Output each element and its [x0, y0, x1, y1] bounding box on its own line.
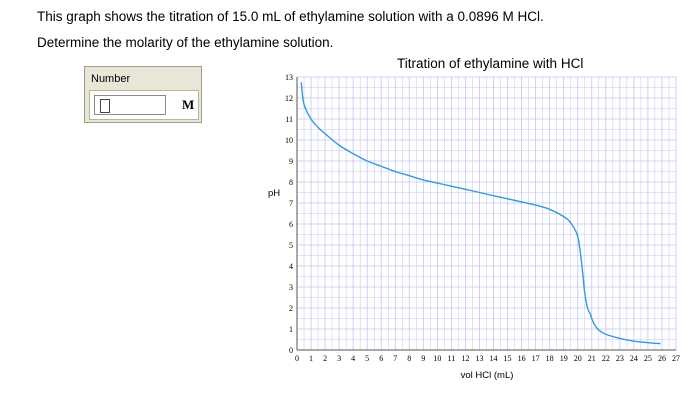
x-tick-label: 17 [532, 354, 540, 363]
y-tick-label: 7 [289, 199, 293, 208]
x-tick-label: 3 [337, 354, 341, 363]
x-tick-label: 11 [448, 354, 456, 363]
x-tick-label: 24 [630, 354, 638, 363]
y-tick-label: 8 [289, 178, 293, 187]
y-tick-label: 12 [285, 94, 293, 103]
x-tick-label: 6 [379, 354, 383, 363]
y-tick-label: 6 [289, 220, 293, 229]
x-tick-label: 21 [588, 354, 596, 363]
chart-axes [296, 77, 676, 351]
y-tick-label: 1 [289, 325, 293, 334]
chart-tick-labels: 0 1 2 3 4 5 6 7 8 9 10 11 12 13 14 15 16 17 18 19 20 21 22 23 24… [285, 73, 680, 363]
y-tick-label: 5 [289, 241, 293, 250]
unit-label: M [182, 97, 195, 112]
x-tick-label: 10 [433, 354, 441, 363]
x-axis-label: vol HCl (mL) [461, 370, 514, 381]
y-tick-label: 11 [285, 115, 293, 124]
x-tick-label: 22 [602, 354, 610, 363]
y-tick-label: 10 [285, 136, 293, 145]
x-tick-label: 2 [323, 354, 327, 363]
chart-series [300, 82, 661, 345]
x-tick-label: 4 [351, 354, 355, 363]
x-tick-label: 26 [658, 354, 666, 363]
titration-curve-line [300, 82, 661, 345]
x-tick-label: 13 [475, 354, 483, 363]
x-tick-label: 14 [490, 354, 498, 363]
answer-title: Number [91, 73, 131, 85]
x-tick-label: 19 [560, 354, 568, 363]
chart-title: Titration of ethylamine with HCl [397, 56, 584, 71]
answer-panel: Number M [84, 66, 202, 123]
x-tick-label: 27 [672, 354, 680, 363]
y-tick-label: 4 [289, 262, 293, 271]
question-line-1: This graph shows the titration of 15.0 m… [37, 9, 544, 24]
x-tick-label: 7 [393, 354, 397, 363]
y-tick-label: 9 [289, 157, 293, 166]
x-tick-label: 23 [616, 354, 624, 363]
x-tick-label: 1 [309, 354, 313, 363]
x-tick-label: 0 [295, 354, 299, 363]
x-tick-label: 5 [365, 354, 369, 363]
y-tick-label: 13 [285, 73, 293, 82]
y-axis-label: pH [268, 188, 280, 199]
y-tick-label: 0 [289, 346, 293, 355]
input-cursor-icon [100, 99, 110, 113]
x-tick-label: 16 [518, 354, 526, 363]
question-line-2: Determine the molarity of the ethylamine… [37, 35, 334, 50]
answer-field-wrapper: M [89, 90, 199, 120]
x-tick-label: 15 [504, 354, 512, 363]
x-tick-label: 9 [421, 354, 425, 363]
y-tick-label: 3 [289, 283, 293, 292]
x-tick-label: 12 [461, 354, 469, 363]
chart-grid [296, 76, 677, 351]
y-tick-label: 2 [289, 304, 293, 313]
x-tick-label: 8 [407, 354, 411, 363]
molarity-input[interactable] [94, 95, 166, 115]
x-tick-label: 18 [546, 354, 554, 363]
x-tick-label: 25 [644, 354, 652, 363]
x-tick-label: 20 [574, 354, 582, 363]
